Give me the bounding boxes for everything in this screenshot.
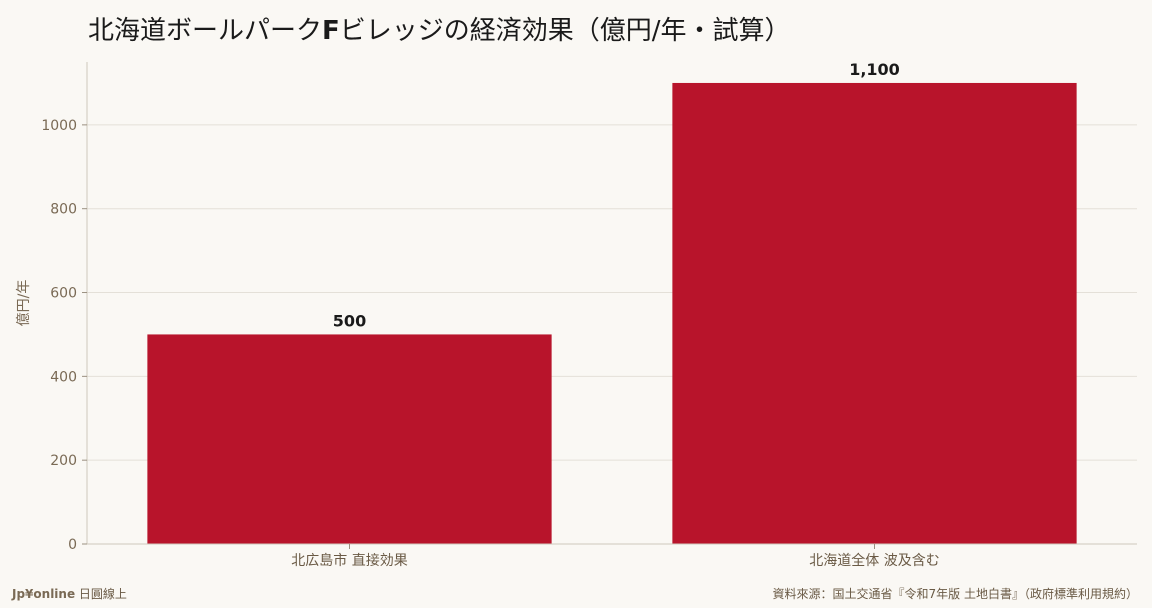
value-labels: 500 1,100 (333, 60, 900, 330)
title-part-1: 北海道ボールパーク (88, 16, 323, 46)
x-ticks: 北広島市 直接効果 北海道全体 波及含む (291, 544, 940, 569)
y-ticks: 0 200 400 600 800 1000 (41, 118, 87, 553)
brand-suffix: 日圓線上 (75, 587, 127, 601)
title-part-3: ビレッジの経済効果（億円/年・試算） (339, 16, 791, 46)
y-tick-label: 0 (68, 537, 77, 553)
y-tick-label: 600 (50, 286, 77, 302)
title-part-2: F (322, 16, 340, 46)
y-tick-label: 200 (50, 453, 77, 469)
value-label: 1,100 (849, 60, 900, 79)
bars (147, 82, 1077, 545)
brand-name: Jp¥online (12, 587, 76, 601)
x-tick-label: 北海道全体 波及含む (809, 552, 939, 569)
bar-1 (147, 334, 552, 544)
chart-title: 北海道ボールパークFビレッジの経済効果（億円/年・試算） (88, 10, 791, 47)
footer-brand: Jp¥online 日圓線上 (12, 585, 127, 602)
source-note: 資料來源：国土交通省『令和7年版 土地白書』（政府標準利用規約） (772, 587, 1138, 601)
x-tick-label: 北広島市 直接効果 (291, 552, 407, 569)
y-tick-label: 800 (50, 202, 77, 218)
y-tick-label: 400 (50, 369, 77, 385)
y-tick-label: 1000 (41, 118, 77, 134)
bar-2 (672, 82, 1077, 545)
axes (86, 62, 1137, 545)
y-axis-label: 億円/年 (16, 280, 32, 327)
value-label: 500 (333, 311, 366, 330)
